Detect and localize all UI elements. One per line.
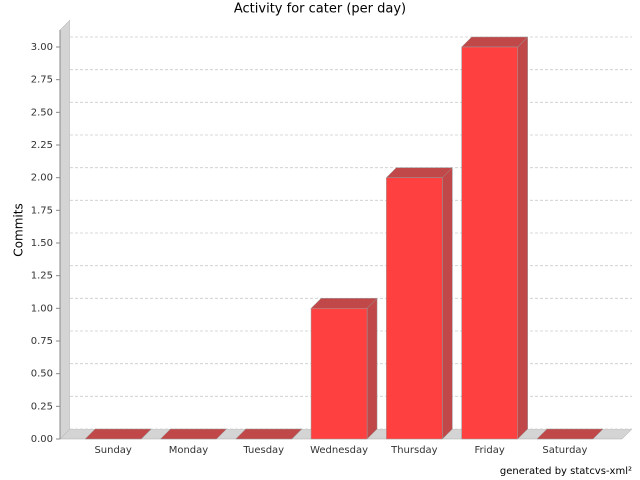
bar-top — [84, 428, 152, 440]
y-tick-label: 0.00 — [31, 434, 53, 445]
y-tick-label: 2.00 — [31, 173, 53, 184]
y-axis-label: Commits — [12, 203, 26, 256]
x-tick-label: Thursday — [390, 445, 438, 456]
y-tick-label: 0.75 — [31, 336, 53, 347]
bar-side — [442, 167, 453, 440]
y-tick-label: 0.50 — [31, 369, 53, 380]
bar-top — [159, 428, 228, 440]
x-tick-label: Tuesday — [242, 445, 284, 456]
bar-side — [517, 36, 528, 440]
chart-title: Activity for cater (per day) — [234, 2, 406, 17]
bar — [461, 46, 518, 440]
x-tick-label: Monday — [169, 445, 209, 456]
y-tick-label: 2.50 — [31, 107, 53, 118]
y-tick-label: 1.00 — [31, 303, 53, 314]
y-tick-label: 2.75 — [31, 75, 53, 86]
x-tick-label: Friday — [474, 445, 504, 456]
bar-top — [235, 428, 303, 440]
y-tick-label: 1.50 — [31, 238, 53, 249]
y-tick-label: 1.25 — [31, 271, 53, 282]
y-tick-label: 1.75 — [31, 205, 53, 216]
footer: generated by statcvs-xml² — [500, 466, 632, 477]
x-tick-label: Wednesday — [310, 445, 368, 456]
bar-top — [385, 167, 453, 178]
x-tick-label: Sunday — [94, 445, 131, 456]
left-wall — [59, 19, 71, 440]
bar-top — [310, 298, 378, 309]
bar-side — [366, 297, 378, 440]
x-tick-label: Saturday — [542, 445, 587, 456]
bar — [310, 308, 368, 440]
y-tick-label: 2.25 — [31, 140, 53, 151]
bar-top — [536, 428, 604, 440]
y-tick-label: 3.00 — [31, 42, 53, 53]
y-tick-label: 0.25 — [31, 401, 53, 412]
bar — [386, 177, 443, 440]
bar-top — [461, 36, 529, 48]
